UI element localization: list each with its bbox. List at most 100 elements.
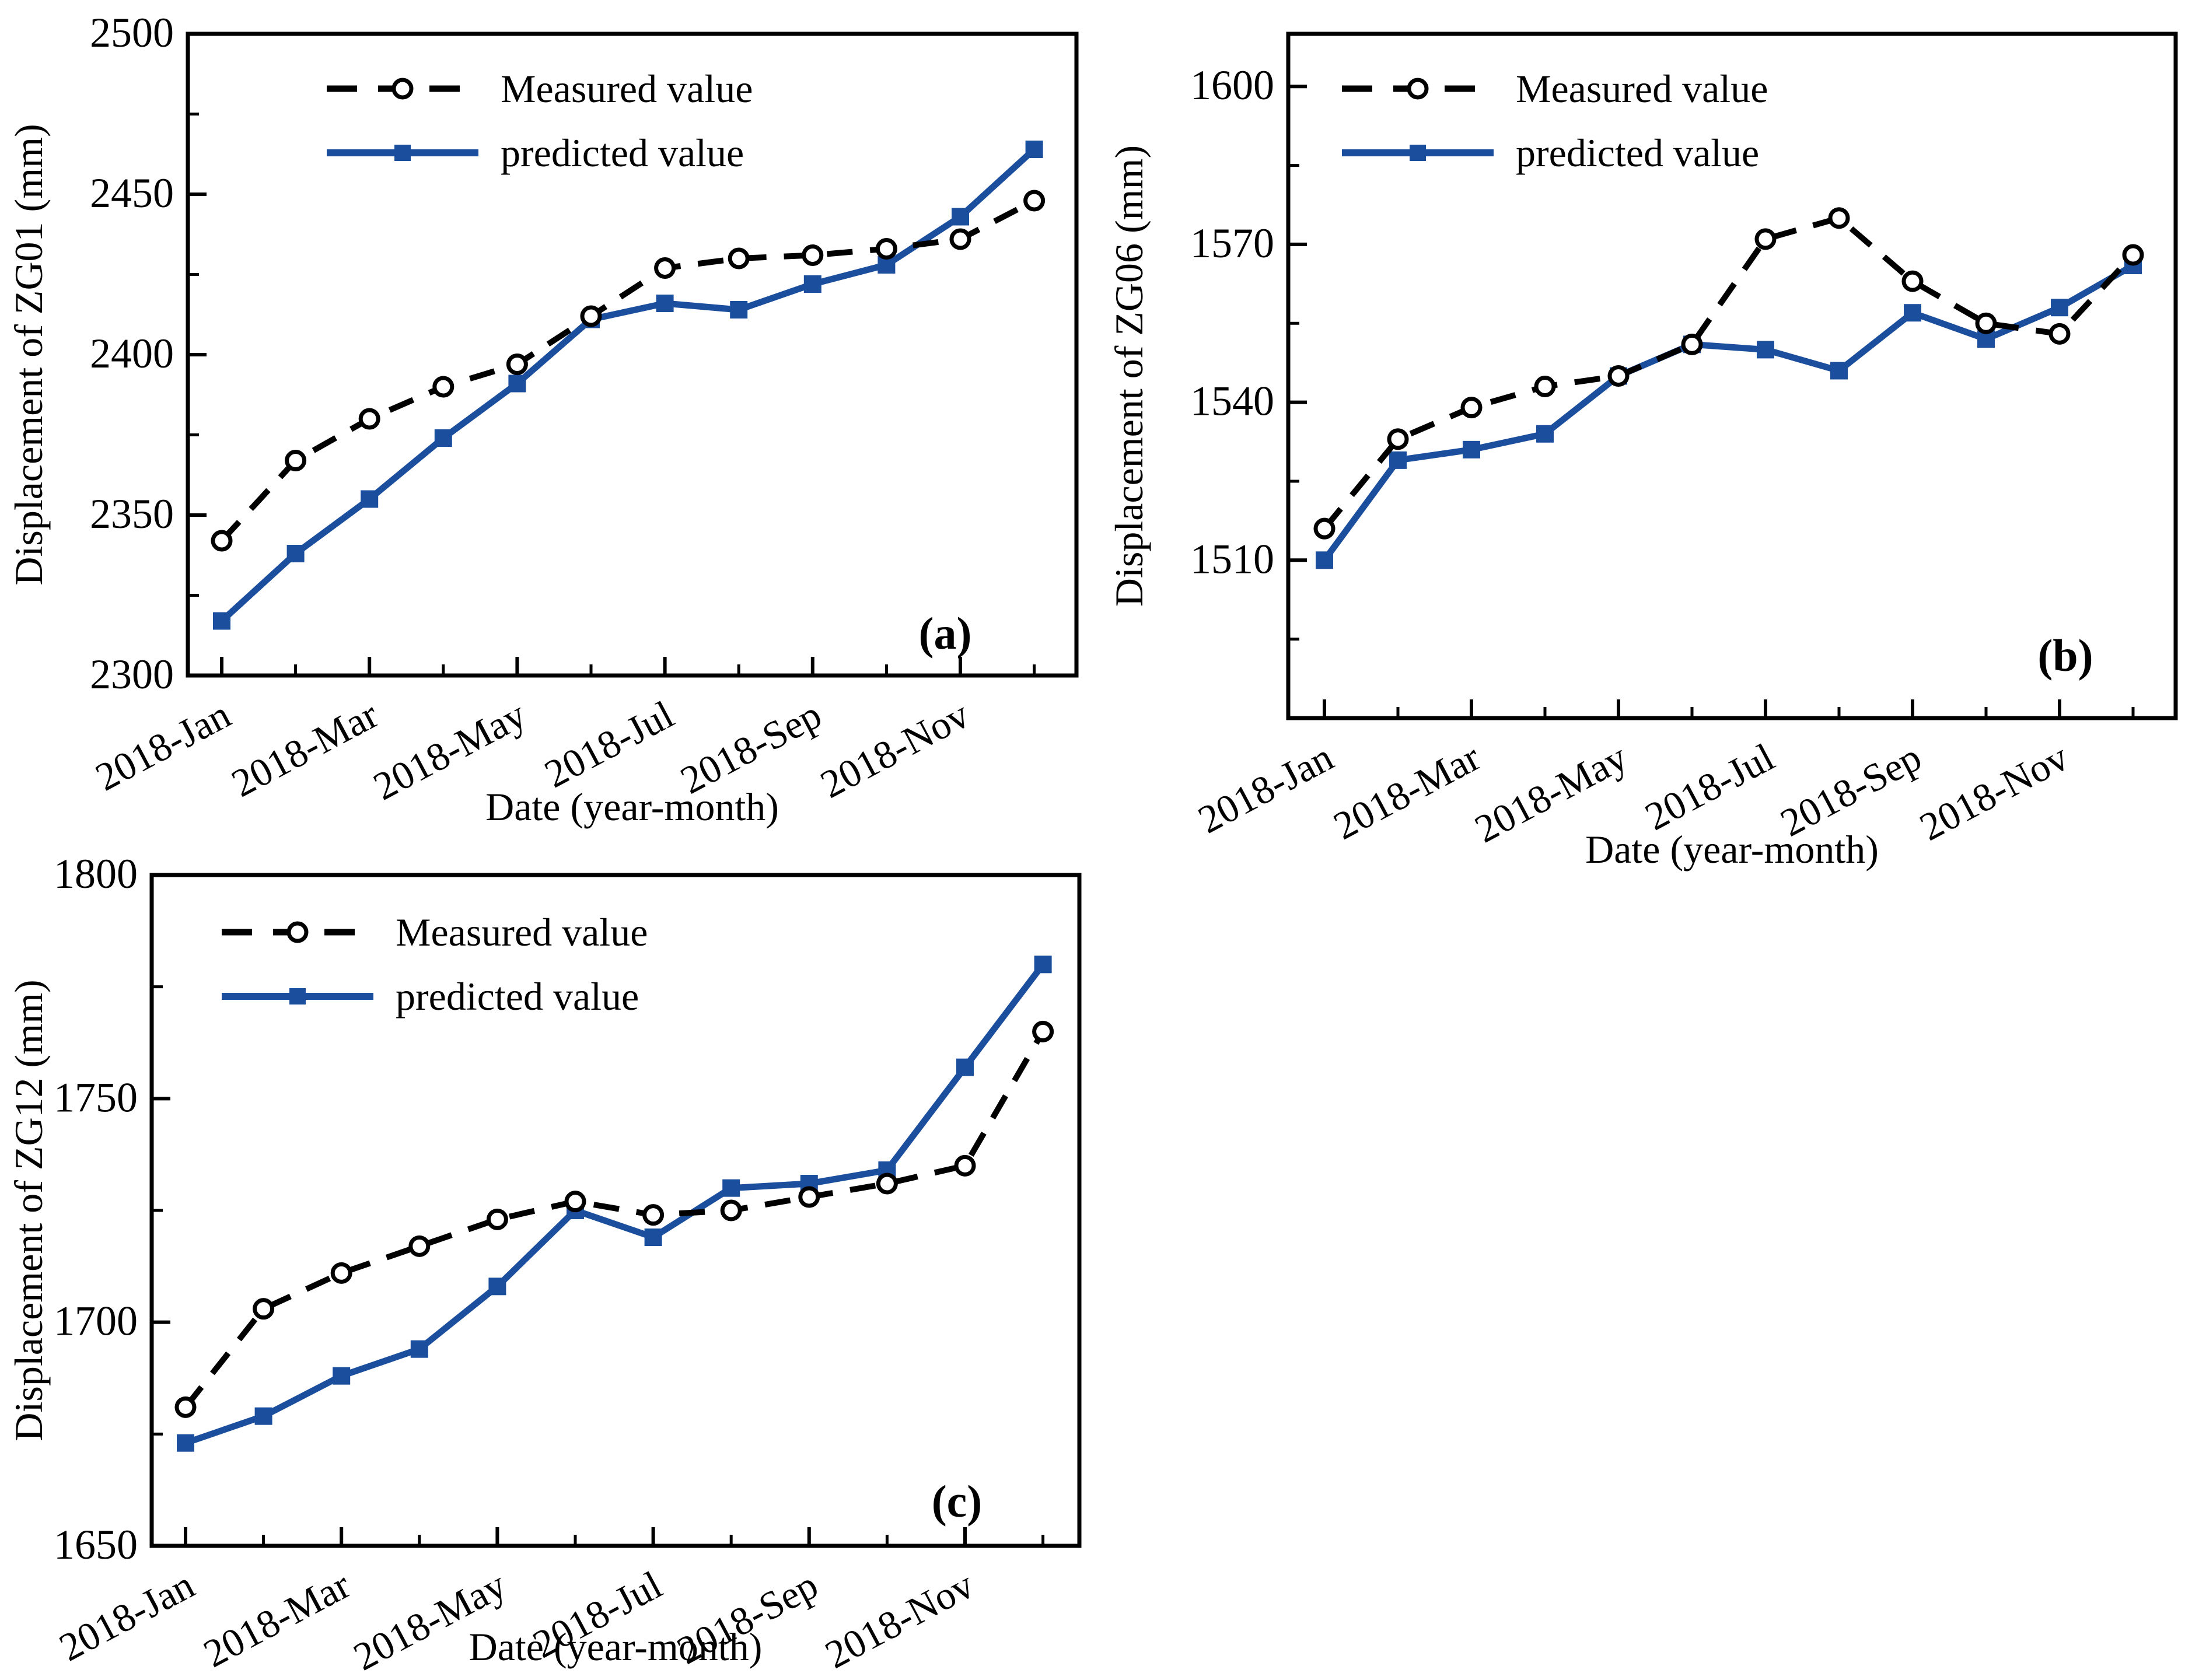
- predicted-marker-square: [1757, 341, 1774, 359]
- measured-marker-circle: [1828, 207, 1850, 229]
- predicted-marker-square: [1034, 956, 1052, 974]
- legend-predicted-marker: [289, 988, 306, 1005]
- measured-marker-circle: [174, 1396, 197, 1418]
- y-tick-label: 2500: [90, 9, 174, 56]
- plot-frame: [186, 32, 1079, 678]
- predicted-line: [219, 146, 1037, 624]
- x-tick-label: 2018-Jan: [1191, 734, 1340, 842]
- predicted-marker-square: [434, 429, 452, 447]
- predicted-marker-square: [722, 1179, 740, 1197]
- legend-measured-marker: [1407, 78, 1429, 100]
- measured-marker-circle: [506, 354, 528, 375]
- predicted-marker-square: [177, 1434, 194, 1452]
- measured-marker-circle: [802, 244, 824, 266]
- predicted-marker-square: [508, 374, 526, 393]
- y-axis-title: Displacement of ZG06 (mm): [1107, 145, 1151, 607]
- measured-line: [183, 1030, 1046, 1409]
- measured-marker-circle: [253, 1298, 275, 1320]
- measured-marker-circle: [798, 1186, 820, 1208]
- predicted-marker-square: [956, 1058, 974, 1076]
- measured-marker-circle: [1032, 1020, 1054, 1042]
- legend-label-predicted: predicted value: [396, 974, 639, 1019]
- measured-marker-circle: [2048, 323, 2071, 345]
- y-tick-label: 1650: [54, 1521, 138, 1568]
- measured-marker-circle: [1901, 270, 1924, 292]
- x-tick-label: 2018-Nov: [818, 1562, 981, 1677]
- measured-marker-circle: [358, 408, 380, 430]
- x-axis-title: Date (year-month): [469, 1625, 763, 1669]
- x-tick-label: 2018-Jan: [52, 1562, 201, 1670]
- x-tick-label: 2018-Nov: [1913, 734, 2075, 849]
- predicted-marker-square: [952, 208, 969, 226]
- measured-marker-circle: [330, 1262, 352, 1284]
- x-tick-label: 2018-Jan: [88, 692, 237, 799]
- legend-predicted-marker: [1410, 145, 1426, 161]
- x-tick-label: 2018-Mar: [224, 692, 385, 806]
- predicted-marker-square: [1536, 425, 1554, 443]
- measured-marker-circle: [728, 247, 750, 270]
- measured-marker-circle: [720, 1199, 742, 1222]
- legend: Measured value predicted value: [1342, 66, 1768, 175]
- y-tick-label: 1800: [54, 850, 138, 897]
- x-tick-label: 2018-Jul: [537, 692, 681, 796]
- predicted-marker-square: [656, 295, 674, 312]
- legend-measured-marker: [391, 78, 414, 100]
- panel-label: (c): [932, 1476, 983, 1527]
- predicted-marker-square: [1830, 362, 1848, 380]
- legend-measured-marker: [286, 921, 309, 943]
- legend-predicted-marker: [394, 145, 411, 161]
- measured-marker-circle: [642, 1204, 665, 1226]
- predicted-marker-square: [333, 1367, 351, 1385]
- predicted-marker-square: [1316, 551, 1333, 569]
- measured-marker-circle: [654, 257, 676, 279]
- legend-label-predicted: predicted value: [501, 131, 744, 175]
- predicted-marker-square: [213, 612, 230, 630]
- predicted-marker-square: [488, 1278, 506, 1296]
- predicted-marker-square: [286, 545, 305, 562]
- measured-marker-circle: [1387, 428, 1409, 450]
- predicted-marker-square: [1463, 440, 1480, 459]
- measured-marker-circle: [408, 1235, 431, 1257]
- x-tick-label: 2018-Mar: [196, 1562, 357, 1676]
- x-tick-label: 2018-Jul: [1638, 734, 1781, 839]
- measured-marker-circle: [1754, 228, 1777, 250]
- measured-marker-circle: [1313, 517, 1336, 540]
- predicted-marker-square: [803, 275, 821, 293]
- y-tick-label: 2400: [90, 330, 174, 377]
- measured-marker-circle: [949, 228, 971, 250]
- predicted-line: [184, 963, 1046, 1446]
- y-axis-title: Displacement of ZG01 (mm): [6, 124, 51, 585]
- predicted-marker-square: [644, 1228, 662, 1246]
- y-tick-label: 1540: [1190, 378, 1274, 425]
- legend-label-measured: Measured value: [1516, 66, 1768, 111]
- measured-marker-circle: [875, 238, 897, 260]
- x-tick-label: 2018-Nov: [813, 692, 976, 807]
- measured-marker-circle: [1534, 376, 1556, 398]
- measured-marker-circle: [432, 376, 455, 398]
- x-axis-title: Date (year-month): [485, 785, 779, 829]
- measured-marker-circle: [2122, 244, 2144, 266]
- predicted-marker-square: [254, 1407, 272, 1425]
- panel-label: (b): [2037, 630, 2093, 681]
- measured-marker-circle: [564, 1191, 586, 1213]
- y-tick-label: 2300: [90, 651, 174, 698]
- measured-marker-circle: [1023, 190, 1046, 212]
- predicted-marker-square: [1025, 141, 1043, 158]
- x-axis-title: Date (year-month): [1585, 827, 1879, 872]
- y-tick-label: 2450: [90, 170, 174, 216]
- chart-panel-b: 15101540157016002018-Jan2018-Mar2018-May…: [1107, 32, 2178, 872]
- measured-marker-circle: [954, 1154, 976, 1177]
- measured-marker-circle: [580, 305, 602, 327]
- predicted-marker-square: [1904, 304, 1921, 322]
- predicted-marker-square: [410, 1340, 428, 1358]
- predicted-line: [1322, 262, 2135, 562]
- measured-marker-circle: [486, 1208, 508, 1230]
- measured-marker-circle: [211, 530, 233, 552]
- y-tick-label: 1600: [1190, 62, 1274, 108]
- y-axis-title: Displacement of ZG12 (mm): [6, 979, 51, 1441]
- y-tick-label: 1700: [54, 1298, 138, 1345]
- predicted-marker-square: [2051, 299, 2068, 317]
- measured-marker-circle: [1460, 397, 1483, 419]
